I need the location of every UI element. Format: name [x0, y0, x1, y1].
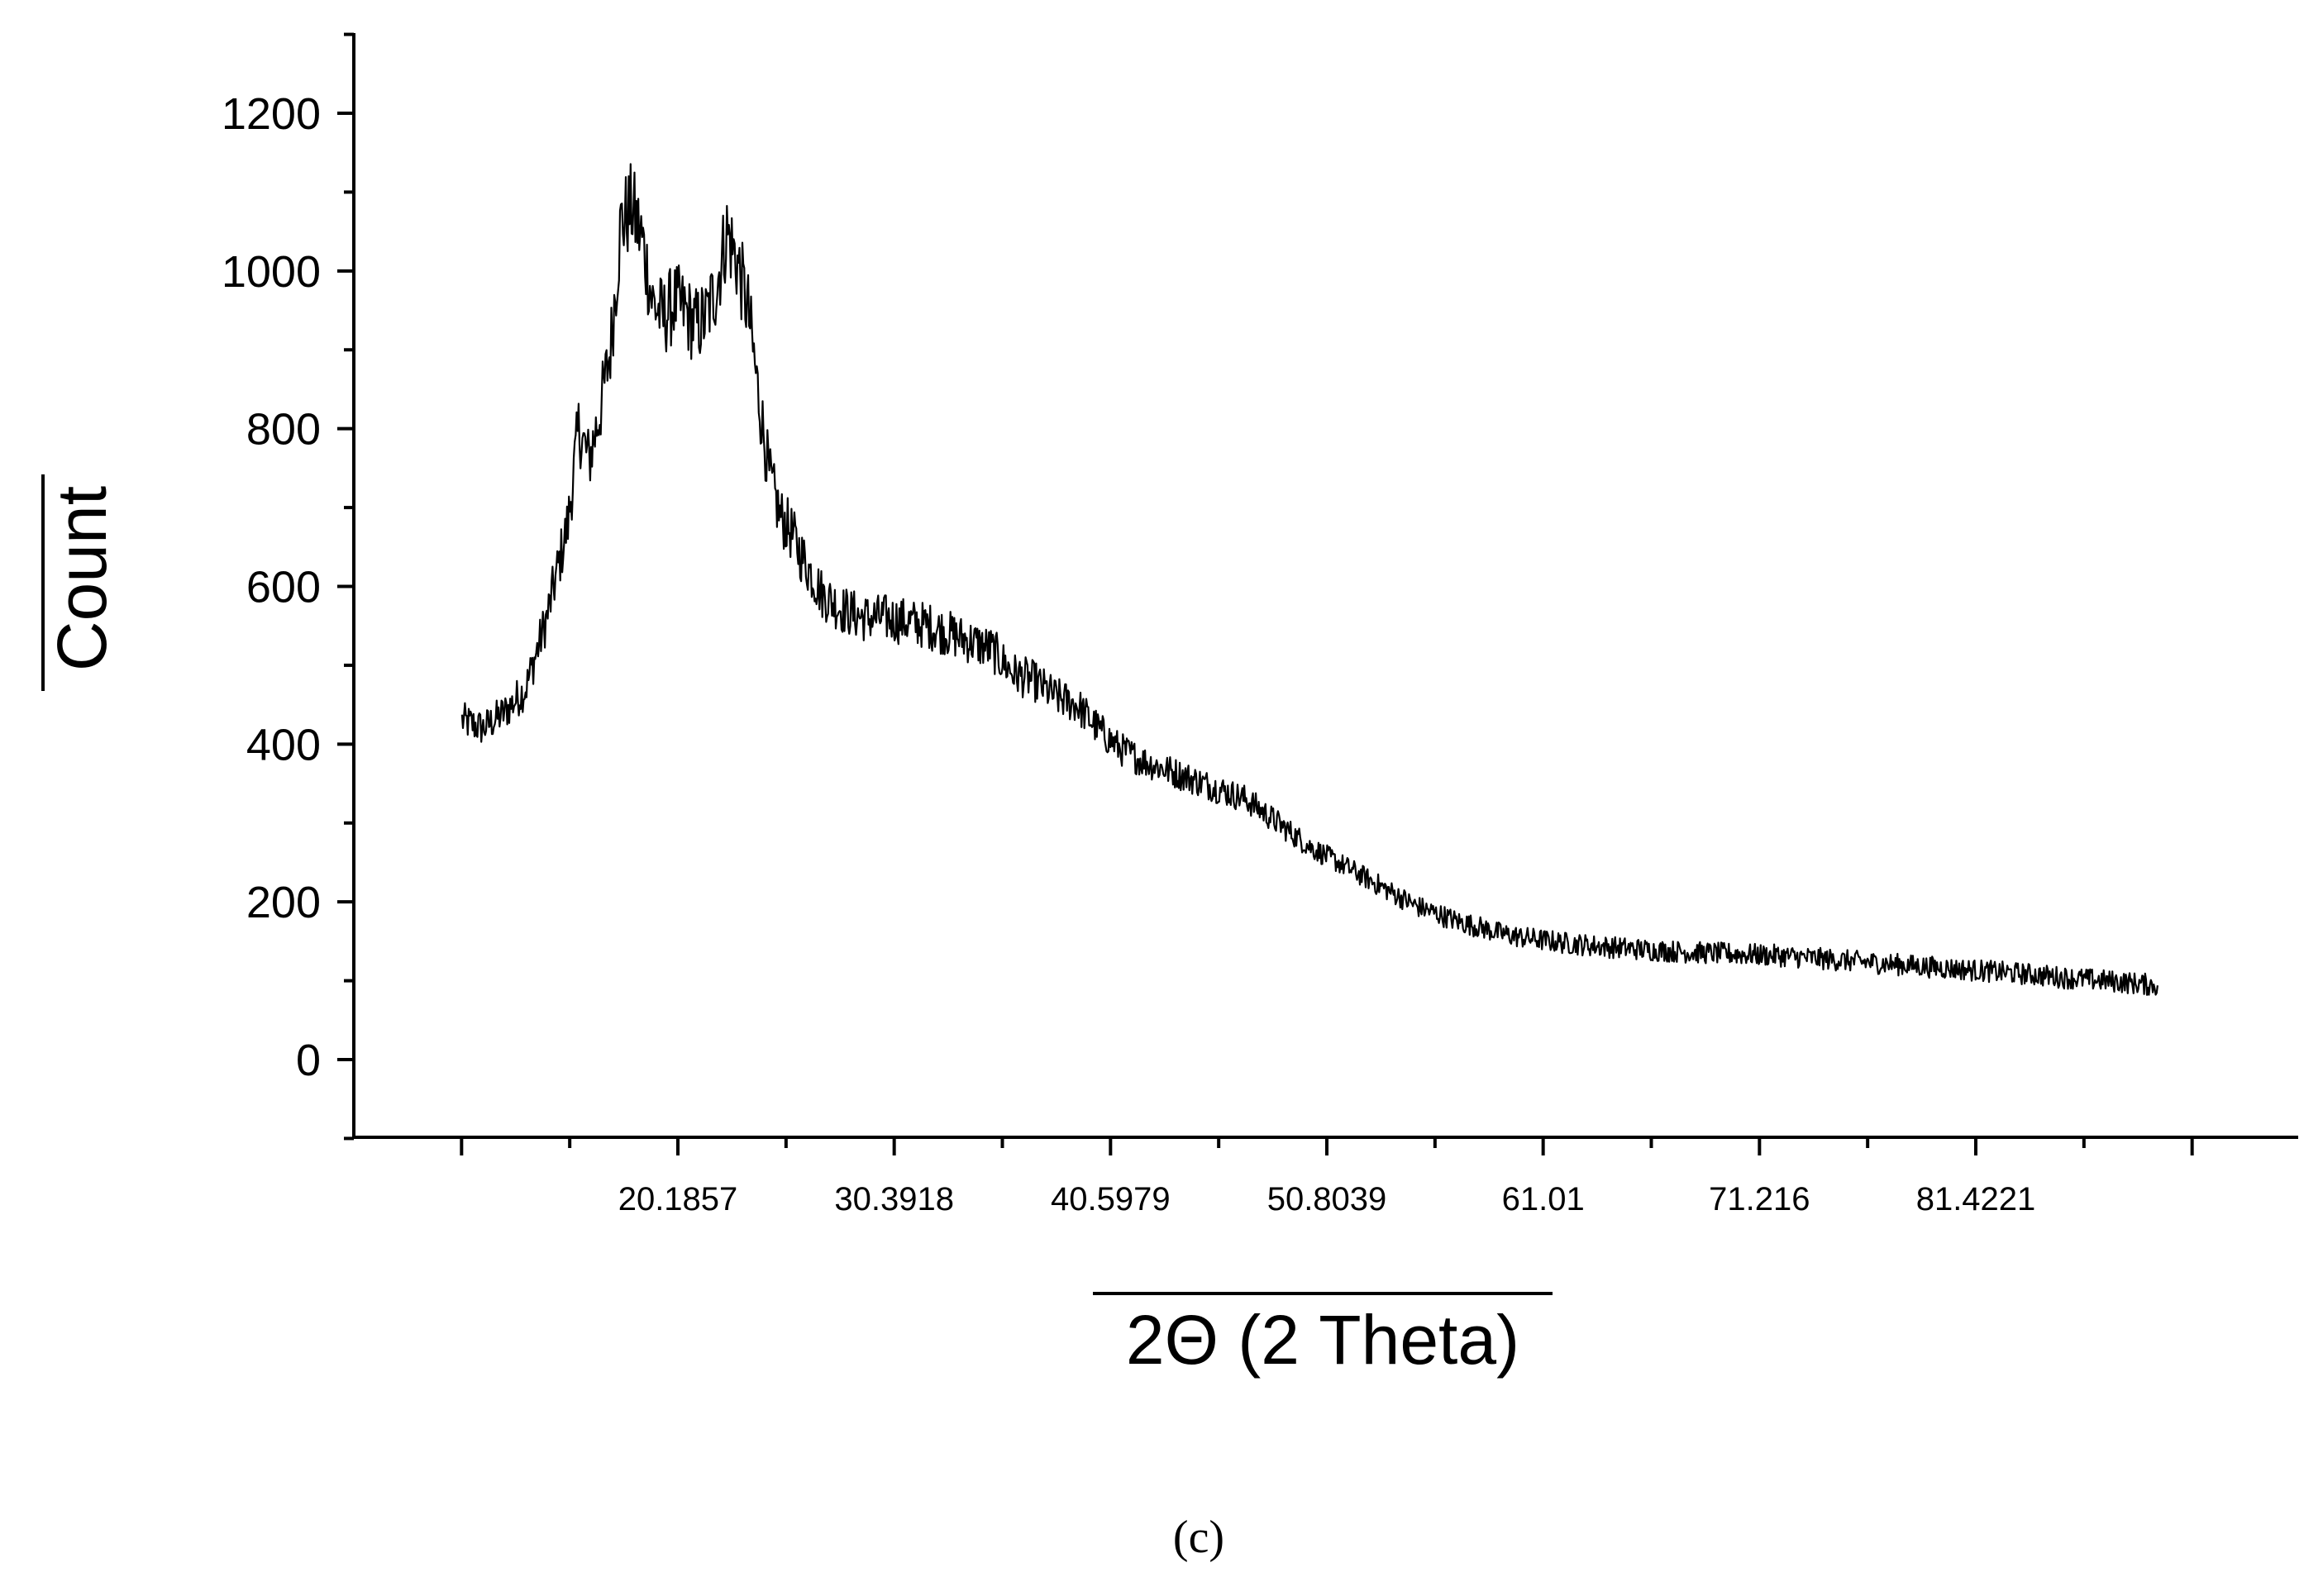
x-tick-label: 20.1857: [618, 1181, 738, 1217]
y-tick-label: 800: [246, 405, 321, 455]
x-axis-title: 2Θ (2 Theta): [1126, 1301, 1519, 1379]
y-axis-title: Count: [43, 486, 121, 671]
y-tick-label: 200: [246, 878, 321, 927]
x-tick-label: 40.5979: [1051, 1181, 1171, 1217]
y-tick-labels: 0 200 400 600 800 1000 1200: [222, 89, 321, 1085]
y-axis: [337, 32, 355, 1141]
x-tick-label: 71.216: [1709, 1181, 1810, 1217]
x-tick-label: 61.01: [1502, 1181, 1585, 1217]
y-tick-label: 1000: [222, 247, 321, 297]
x-tick-label: 50.8039: [1267, 1181, 1387, 1217]
series-layer: [460, 163, 2158, 996]
x-tick-label: 81.4221: [1916, 1181, 2036, 1217]
panel-label: (c): [1173, 1512, 1224, 1563]
data-series-line: [460, 163, 2158, 996]
y-tick-label: 400: [246, 720, 321, 769]
y-tick-label: 1200: [222, 89, 321, 139]
y-tick-label: 600: [246, 563, 321, 612]
x-tick-labels: 20.1857 30.3918 40.5979 50.8039 61.01 71.216 8…: [618, 1181, 2036, 1217]
y-tick-label: 0: [296, 1036, 321, 1085]
x-axis: [354, 1136, 2298, 1155]
x-tick-label: 30.3918: [834, 1181, 954, 1217]
